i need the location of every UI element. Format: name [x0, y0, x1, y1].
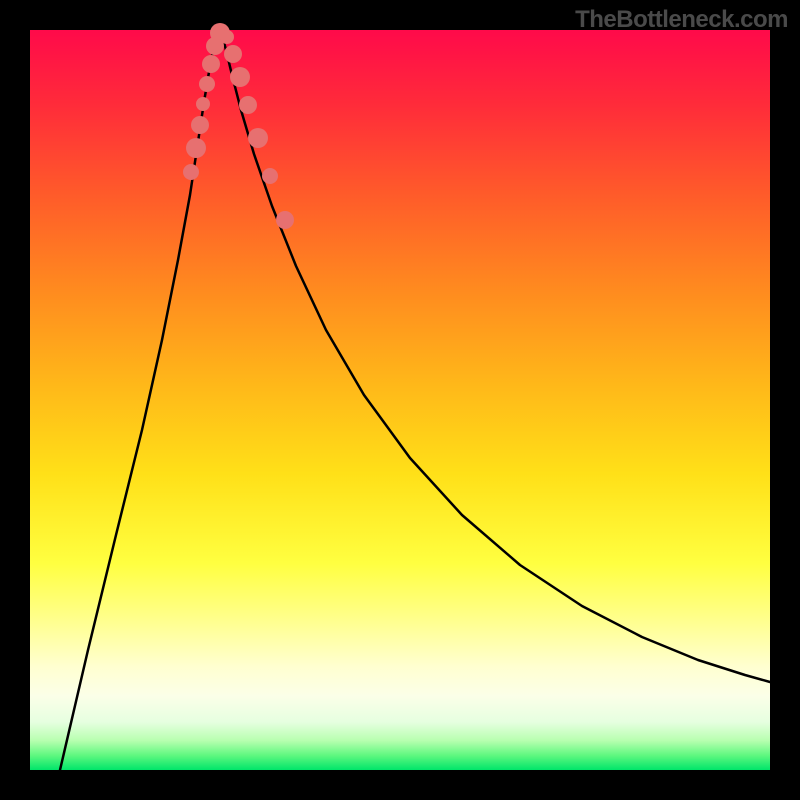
- bottleneck-chart: [0, 0, 800, 800]
- data-point: [196, 97, 210, 111]
- chart-container: TheBottleneck.com: [0, 0, 800, 800]
- data-point: [202, 55, 220, 73]
- data-point: [248, 128, 268, 148]
- data-point: [276, 211, 294, 229]
- data-point: [183, 164, 199, 180]
- data-point: [239, 96, 257, 114]
- data-point: [224, 45, 242, 63]
- plot-area: [30, 30, 770, 770]
- watermark-text: TheBottleneck.com: [575, 6, 788, 34]
- data-point: [220, 30, 234, 44]
- data-point: [230, 67, 250, 87]
- data-point: [191, 116, 209, 134]
- data-point: [186, 138, 206, 158]
- data-point: [262, 168, 278, 184]
- data-point: [199, 76, 215, 92]
